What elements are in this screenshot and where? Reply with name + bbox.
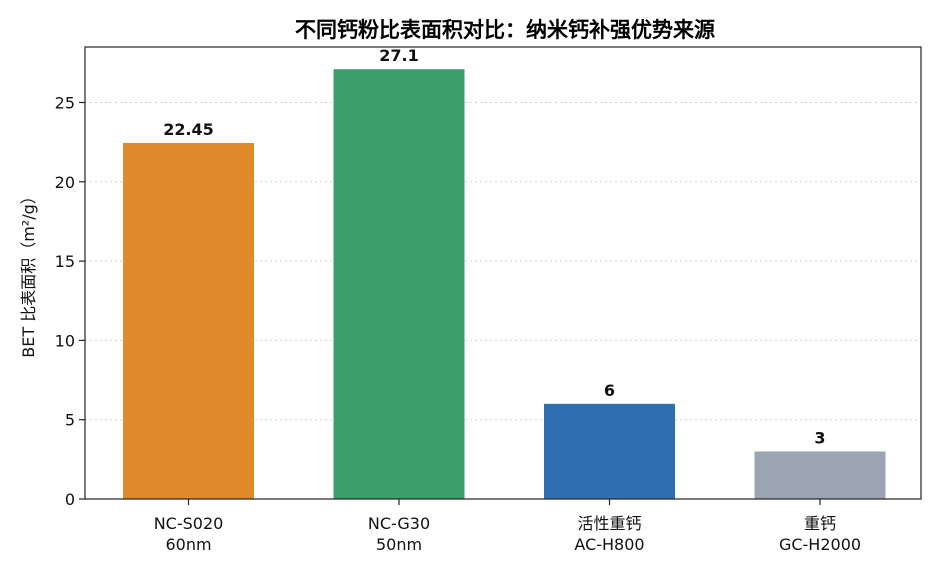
grid-lines xyxy=(85,102,921,421)
x-axis-ticks: NC-S020 60nm NC-G30 50nm 活性重钙 AC-H800 重钙 GC-H20… xyxy=(154,499,861,554)
y-tick-label: 20 xyxy=(55,173,75,192)
bar-4 xyxy=(754,451,886,499)
bar-3 xyxy=(544,403,675,499)
x-tick-label: NC-G30 xyxy=(368,514,430,533)
y-axis-label: BET 比表面积（m²/g） xyxy=(19,188,38,358)
y-axis-ticks: 0 5 10 15 20 25 xyxy=(55,94,85,509)
y-tick-label: 5 xyxy=(65,411,75,430)
bars xyxy=(123,69,886,500)
chart-title: 不同钙粉比表面积对比：纳米钙补强优势来源 xyxy=(295,18,715,42)
x-tick-label: NC-S020 xyxy=(154,514,224,533)
x-tick-label: AC-H800 xyxy=(574,535,644,554)
x-tick-label: 重钙 xyxy=(804,514,836,533)
y-tick-label: 10 xyxy=(55,331,75,350)
x-tick-label: GC-H2000 xyxy=(779,535,861,554)
value-label-4: 3 xyxy=(814,428,825,447)
value-labels: 22.45 27.1 6 3 xyxy=(163,46,825,447)
y-tick-label: 15 xyxy=(55,252,75,271)
value-label-1: 22.45 xyxy=(163,120,214,139)
y-tick-label: 0 xyxy=(65,490,75,509)
value-label-2: 27.1 xyxy=(379,46,418,65)
x-tick-label: 60nm xyxy=(165,535,211,554)
plot-frame xyxy=(84,46,922,500)
value-label-3: 6 xyxy=(604,381,615,400)
x-tick-label: 50nm xyxy=(376,535,422,554)
y-tick-label: 25 xyxy=(55,94,75,113)
bar-1 xyxy=(123,142,254,500)
x-tick-label: 活性重钙 xyxy=(577,514,641,533)
bar-2 xyxy=(333,69,465,500)
